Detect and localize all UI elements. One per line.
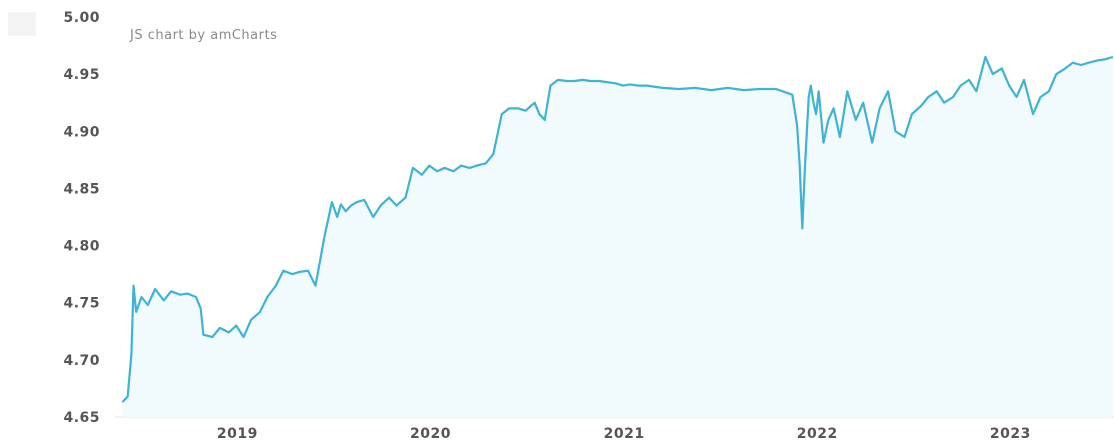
y-tick-label: 4.95: [63, 67, 100, 83]
y-tick-label: 4.90: [63, 124, 100, 140]
y-axis: 4.65 4.70 4.75 4.80 4.85 4.90 4.95 5.00: [63, 10, 100, 426]
y-tick-label: 4.75: [63, 296, 100, 312]
y-tick-label: 4.65: [63, 410, 100, 426]
x-tick-label: 2021: [604, 426, 645, 442]
chart-scrollbar-grip[interactable]: [8, 12, 36, 36]
plot-area: [121, 55, 1114, 417]
series-line: [121, 55, 1114, 403]
x-tick-label: 2022: [797, 426, 838, 442]
y-tick-label: 4.85: [63, 181, 100, 197]
x-axis: 2019 2020 2021 2022 2023: [115, 416, 1114, 442]
x-tick-label: 2020: [410, 426, 451, 442]
series-area-fill: [122, 57, 1113, 417]
x-tick-label: 2019: [217, 426, 258, 442]
y-tick-label: 5.00: [63, 10, 100, 26]
y-tick-label: 4.70: [63, 353, 100, 369]
x-tick-label: 2023: [990, 426, 1031, 442]
y-tick-label: 4.80: [63, 239, 100, 255]
amcharts-credit[interactable]: JS chart by amCharts: [129, 28, 277, 43]
